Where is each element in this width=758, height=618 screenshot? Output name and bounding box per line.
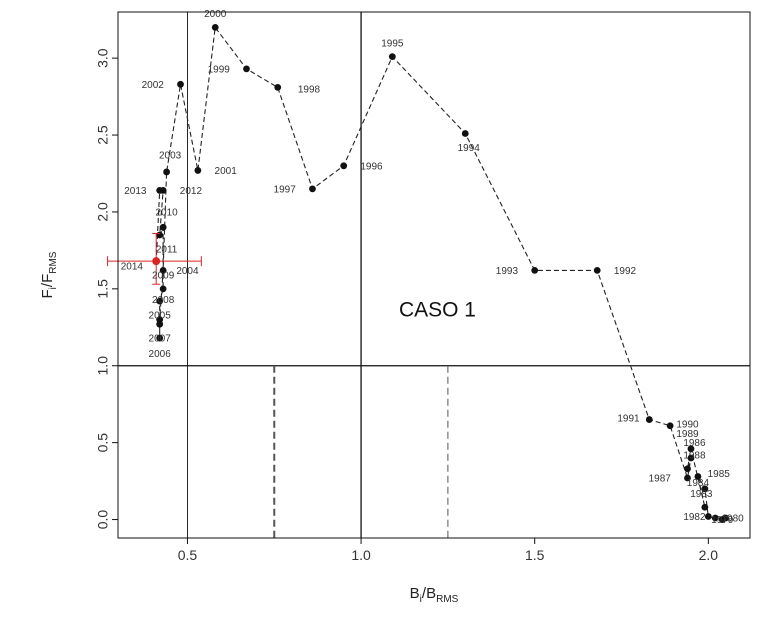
series-line <box>155 25 726 521</box>
data-point <box>159 223 167 231</box>
data-points <box>152 23 730 523</box>
data-path <box>155 25 726 521</box>
data-point <box>701 503 709 511</box>
x-axis-title-den-sub: RMS <box>436 594 459 605</box>
year-label: 1998 <box>298 84 321 95</box>
data-point <box>159 285 167 293</box>
year-label: 2014 <box>121 261 144 272</box>
data-point <box>711 514 719 522</box>
reference-lines <box>118 12 750 538</box>
data-point <box>531 266 539 274</box>
data-point <box>461 130 469 137</box>
data-point <box>687 445 695 453</box>
highlight-point <box>152 257 161 266</box>
data-point <box>163 168 171 176</box>
year-label: 2005 <box>149 310 172 321</box>
data-point <box>156 334 164 342</box>
data-point <box>666 422 674 430</box>
year-label: 2006 <box>149 349 172 360</box>
year-label: 1991 <box>617 414 640 425</box>
year-label: 2011 <box>156 244 178 255</box>
data-point <box>722 514 730 522</box>
data-point <box>687 454 695 462</box>
data-point <box>243 65 250 73</box>
x-axis-title-sub: i <box>420 594 422 605</box>
data-point <box>684 465 691 473</box>
year-label: 1993 <box>496 266 519 277</box>
year-label: 1982 <box>683 512 706 523</box>
year-label: 2007 <box>149 334 172 345</box>
data-point <box>388 53 396 61</box>
data-point <box>177 80 184 88</box>
y-tick-label: 3.0 <box>95 48 111 68</box>
data-point <box>645 416 653 423</box>
year-label: 1992 <box>614 266 637 277</box>
y-axis-title-den: /F <box>39 274 56 287</box>
y-tick-label: 0.5 <box>95 433 111 453</box>
year-label: 2000 <box>204 9 227 20</box>
year-label: 1996 <box>360 161 383 172</box>
data-point <box>593 266 601 274</box>
plot-frame <box>117 11 751 539</box>
year-label: 1997 <box>274 184 297 195</box>
year-label: 1983 <box>690 489 713 500</box>
y-tick-label: 0.0 <box>95 510 111 530</box>
year-label: 2012 <box>180 186 203 197</box>
year-label: 1984 <box>687 478 710 489</box>
data-point <box>156 297 164 305</box>
y-tick-label: 1.0 <box>95 356 111 376</box>
data-point <box>340 162 348 170</box>
axes: 0.5 1.0 1.5 2.0 0.0 0.5 1.0 1.5 2.0 2.5 3.0 <box>95 11 751 563</box>
x-tick-label: 1.5 <box>525 547 545 563</box>
year-label: 1979 <box>711 515 734 526</box>
year-label: 1990 <box>676 420 699 431</box>
y-tick-label: 1.5 <box>95 279 111 299</box>
year-label: 2008 <box>152 295 175 306</box>
highlight-point-group <box>107 232 202 285</box>
data-point <box>701 485 709 493</box>
data-point <box>194 167 202 174</box>
year-label: 2013 <box>124 186 147 197</box>
year-label: 1994 <box>458 143 481 154</box>
year-label: 2001 <box>215 166 238 177</box>
data-point <box>309 185 316 193</box>
y-axis-title-sub: i <box>48 287 59 289</box>
data-point <box>694 473 702 480</box>
x-tick-label: 2.0 <box>699 547 719 563</box>
data-point <box>156 187 164 194</box>
x-tick-label: 1.0 <box>351 547 371 563</box>
data-point <box>274 83 282 91</box>
data-point <box>156 320 164 328</box>
year-label: 1995 <box>381 38 404 49</box>
x-axis-title: Bi/BRMS <box>410 585 459 605</box>
data-point <box>211 23 219 31</box>
year-label: 1980 <box>722 514 745 525</box>
data-point <box>684 474 691 482</box>
y-tick-label: 2.5 <box>95 125 111 145</box>
data-point <box>156 231 164 239</box>
y-axis-title: Fi/FRMS <box>39 251 59 298</box>
x-tick-label: 0.5 <box>178 547 198 563</box>
x-axis-title-main: B <box>410 585 420 602</box>
year-label: 2003 <box>159 151 182 162</box>
case-annotation: CASO 1 <box>399 299 476 322</box>
year-label: 1986 <box>683 438 706 449</box>
year-label: 1988 <box>683 450 706 461</box>
x-axis-title-den: /B <box>422 585 436 602</box>
year-label: 1989 <box>676 429 699 440</box>
year-label: 2004 <box>176 266 199 277</box>
y-axis-title-main: F <box>39 289 56 298</box>
y-tick-label: 2.0 <box>95 202 111 222</box>
y-axis-title-den-sub: RMS <box>48 251 59 274</box>
year-label: 2010 <box>155 207 178 218</box>
year-label: 1985 <box>708 469 731 480</box>
data-point <box>704 513 712 520</box>
year-label: 2002 <box>142 80 165 91</box>
year-label: 2009 <box>152 271 175 282</box>
data-point <box>159 266 167 274</box>
year-label: 1987 <box>649 474 672 485</box>
year-label: 1999 <box>208 64 231 75</box>
